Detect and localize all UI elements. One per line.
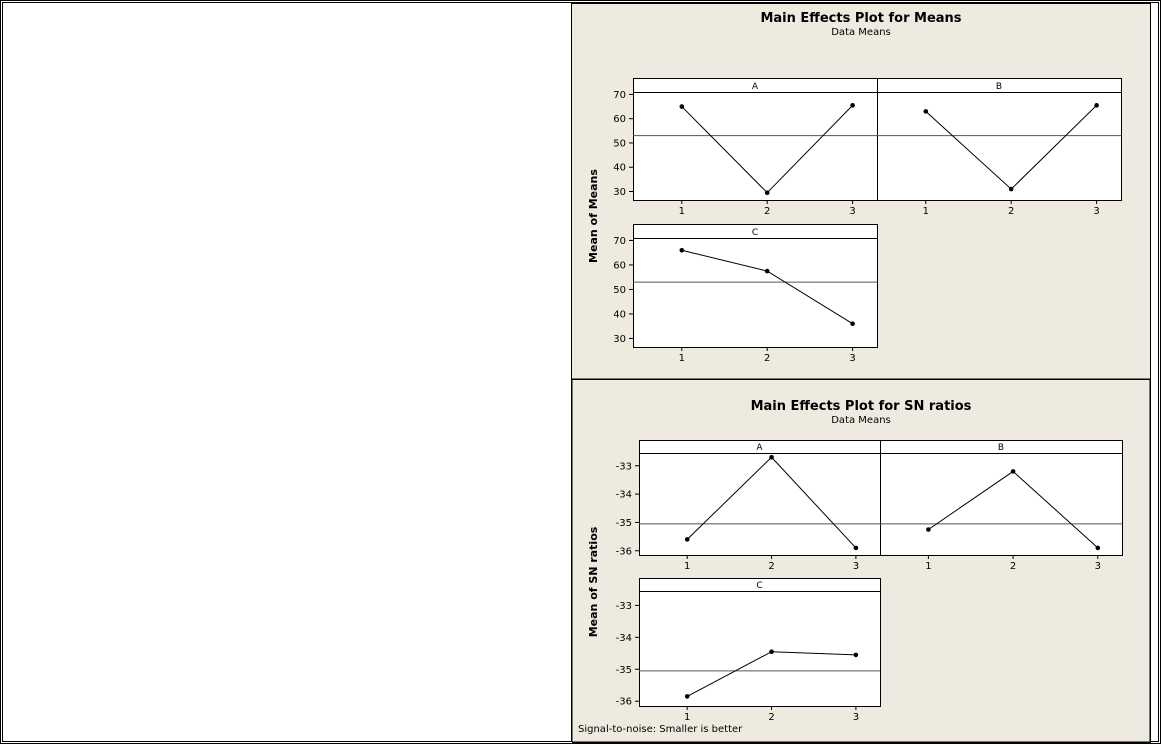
chart-1-subtitle: Data Means: [831, 27, 891, 38]
data-point: [764, 190, 770, 196]
x-tick-label: 3: [1095, 561, 1101, 572]
chart-2-subtitle: Data Means: [831, 415, 891, 426]
y-tick-label: -33: [616, 601, 632, 612]
panel-frame: [639, 440, 881, 556]
y-tick-label: 60: [613, 260, 626, 271]
data-point: [769, 454, 774, 460]
panel-label: B: [996, 82, 1002, 92]
x-tick-label: 2: [768, 561, 774, 572]
x-tick-label: 2: [764, 353, 770, 364]
data-point: [926, 527, 931, 532]
data-point: [923, 109, 929, 114]
panel-label: C: [752, 228, 758, 238]
data-point: [679, 104, 685, 109]
panel-frame: [877, 78, 1122, 201]
y-tick-label: 70: [613, 236, 626, 247]
y-tick-label: -36: [616, 546, 632, 557]
data-point: [1095, 545, 1101, 551]
data-point: [1010, 469, 1016, 474]
panel-label: B: [998, 443, 1004, 453]
x-tick-label: 3: [849, 353, 855, 364]
panel-frame: [633, 224, 878, 348]
panel-label: A: [756, 443, 763, 453]
panel-frame: [639, 578, 881, 707]
x-tick-label: 3: [853, 561, 859, 572]
chart-2-panel-b: B 1 2 3: [880, 440, 1123, 572]
chart-1-panel-a: A 30 40 50 60 70 1 2 3: [613, 78, 878, 217]
data-point: [1008, 186, 1014, 192]
x-tick-label: 1: [684, 561, 690, 572]
data-point: [684, 537, 690, 542]
data-point: [853, 652, 859, 658]
chart-2-panel-a: A -33 -34 -35 -36 1 2 3: [616, 440, 881, 572]
figure-cell: Main Effects Plot for Means Data Means Mea…: [571, 3, 1151, 743]
x-tick-label: 3: [849, 206, 855, 217]
data-point: [850, 321, 855, 327]
y-tick-label: -35: [616, 665, 632, 676]
panel-frame: [633, 78, 878, 201]
empty-table-cell: [3, 3, 572, 741]
chart-2-y-axis-label: Mean of SN ratios: [587, 526, 600, 637]
y-tick-label: 60: [613, 114, 626, 125]
y-tick-label: 40: [613, 309, 626, 320]
data-point: [764, 268, 770, 274]
chart-1-panel-b: B 1 2 3: [877, 78, 1122, 217]
panel-label: A: [752, 82, 759, 92]
y-tick-label: 30: [613, 187, 626, 198]
x-tick-label: 2: [768, 712, 774, 723]
chart-2-title: Main Effects Plot for SN ratios: [751, 399, 972, 414]
data-point: [850, 103, 855, 108]
x-tick-label: 2: [764, 206, 770, 217]
x-tick-label: 1: [925, 561, 931, 572]
chart-1-panel-c: C 30 40 50 60 70 1 2 3: [613, 224, 878, 364]
data-point: [853, 545, 859, 551]
y-tick-label: -35: [616, 518, 632, 529]
data-point: [679, 247, 685, 253]
chart-1-title: Main Effects Plot for Means: [760, 11, 961, 26]
y-tick-label: 50: [613, 138, 626, 149]
panel-frame: [880, 440, 1123, 556]
y-tick-label: -34: [616, 490, 632, 501]
x-tick-label: 3: [1093, 206, 1099, 217]
y-tick-label: -33: [616, 461, 632, 472]
chart-1-y-axis-label: Mean of Means: [587, 169, 600, 263]
y-tick-label: 30: [613, 334, 626, 345]
data-point: [684, 694, 690, 699]
y-tick-label: -36: [616, 697, 632, 708]
y-tick-label: -34: [616, 633, 632, 644]
chart-2-footnote: Signal-to-noise: Smaller is better: [578, 724, 743, 735]
y-tick-label: 50: [613, 285, 626, 296]
x-tick-label: 3: [853, 712, 859, 723]
panel-label: C: [756, 581, 762, 591]
y-tick-label: 40: [613, 163, 626, 174]
data-point: [1094, 103, 1099, 108]
x-tick-label: 1: [679, 353, 685, 364]
x-tick-label: 1: [923, 206, 929, 217]
x-tick-label: 1: [679, 206, 685, 217]
chart-2-panel-c: C -33 -34 -35 -36 1 2 3: [616, 578, 881, 723]
y-tick-label: 70: [613, 90, 626, 101]
data-point: [769, 649, 774, 654]
x-tick-label: 1: [684, 712, 690, 723]
x-tick-label: 2: [1010, 561, 1016, 572]
x-tick-label: 2: [1008, 206, 1014, 217]
